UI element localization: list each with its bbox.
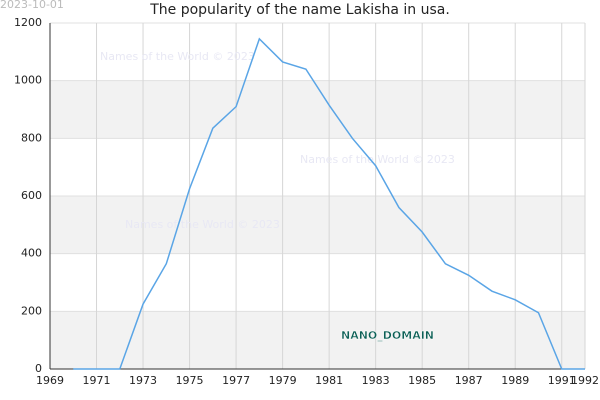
- watermark: Names of the World © 2023: [125, 218, 280, 231]
- x-tick-label: 1991: [548, 374, 576, 387]
- y-tick-label: 1200: [14, 16, 42, 29]
- x-tick-label: 1977: [222, 374, 250, 387]
- grid-band: [50, 253, 585, 312]
- y-tick-label: 600: [21, 189, 42, 202]
- x-tick-label: 1979: [269, 374, 297, 387]
- watermark: Names of the World © 2023: [100, 50, 255, 63]
- watermark: Names of the World © 2023: [300, 153, 455, 166]
- grid-band: [50, 311, 585, 369]
- x-tick-label: 1985: [408, 374, 436, 387]
- y-tick-label: 1000: [14, 74, 42, 87]
- x-tick-label: 1987: [455, 374, 483, 387]
- x-tick-label: 1989: [501, 374, 529, 387]
- x-tick-label: 1975: [176, 374, 204, 387]
- grid-band: [50, 138, 585, 196]
- date-label: 2023-10-01: [0, 0, 64, 11]
- y-tick-label: 200: [21, 304, 42, 317]
- grid-band: [50, 80, 585, 139]
- x-tick-label: 1992: [571, 374, 599, 387]
- y-tick-label: 400: [21, 247, 42, 260]
- grid-band: [50, 196, 585, 254]
- grid-band: [50, 23, 585, 81]
- x-tick-label: 1969: [36, 374, 64, 387]
- x-tick-label: 1973: [129, 374, 157, 387]
- y-tick-label: 800: [21, 131, 42, 144]
- x-tick-label: 1971: [83, 374, 111, 387]
- annotation: NANO_DOMAIN: [341, 329, 434, 342]
- y-tick-label: 0: [35, 362, 42, 375]
- series-line: [73, 37, 585, 370]
- x-tick-label: 1981: [315, 374, 343, 387]
- chart-title: The popularity of the name Lakisha in us…: [149, 2, 450, 18]
- x-tick-label: 1983: [362, 374, 390, 387]
